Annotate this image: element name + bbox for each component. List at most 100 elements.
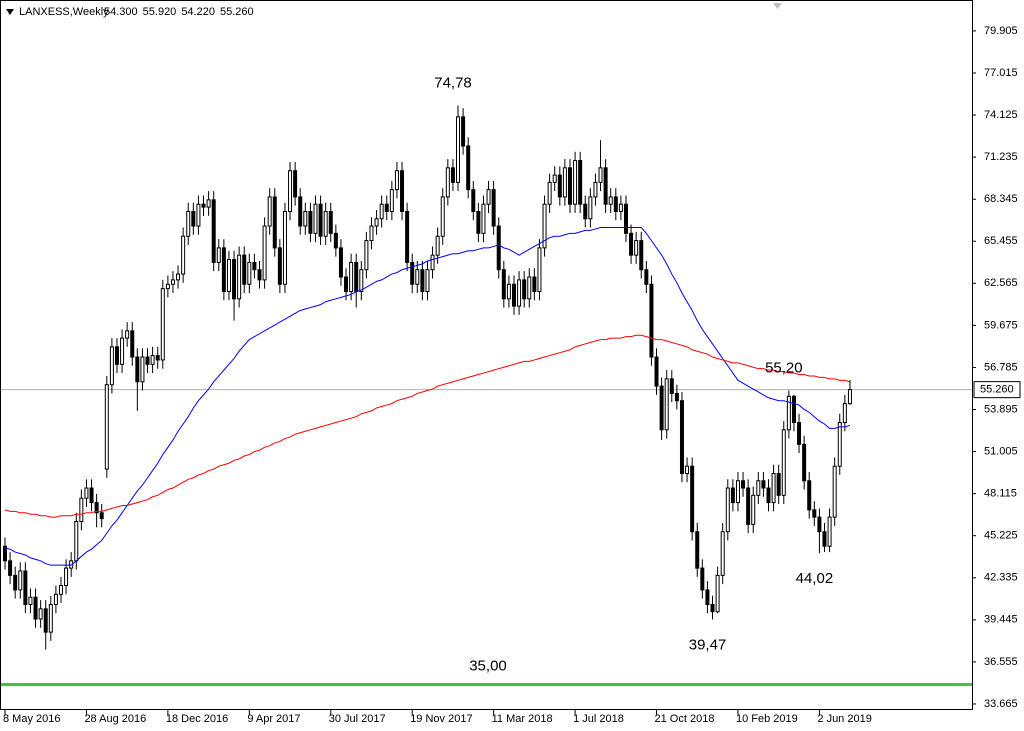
y-tick-label: 79.905 [984,25,1018,37]
candle-body [425,269,430,293]
candle-body [552,174,557,183]
candle-body [53,593,58,605]
candle-body [349,261,354,293]
candle-body [842,403,847,424]
price-annotation: 39,47 [689,636,727,653]
symbol: LANXESS,Weekly [19,6,109,18]
candle-body [38,608,43,620]
candle-body [557,174,562,198]
candle-body [603,167,608,205]
candle-body [766,487,771,504]
candle-body [756,480,761,496]
candle-body [247,261,252,285]
candle-body [114,346,119,365]
candle-body [359,269,364,293]
candle-body [613,196,618,212]
candle-body [104,384,109,470]
candle-body [578,160,583,205]
candle-body [797,422,802,445]
candle-body [99,512,104,520]
plot-frame [0,0,973,710]
candle-body [84,487,89,499]
candle-body [221,247,226,293]
x-tick-label: 8 May 2016 [3,713,60,725]
menu-arrow [6,9,14,15]
candle-body [741,480,746,489]
candle-body [293,170,298,198]
candle-body [23,570,28,605]
candle-body [649,283,654,358]
price-label: 55.260 [980,384,1014,396]
y-tick-label: 68.345 [984,193,1018,205]
header-value: 55.920 [143,6,177,18]
candle-body [644,269,649,285]
candle-body [415,269,420,285]
candle-body [364,240,369,271]
candle-body [252,261,257,271]
candle-body [496,225,501,271]
candle-body [822,531,827,547]
candle-body [639,240,644,271]
candle-body [522,279,527,300]
candle-body [155,355,160,361]
candle-body [410,261,415,285]
candle-body [664,378,669,431]
candle-body [466,145,471,191]
candle-body [776,472,781,496]
level-label: 35,00 [469,657,507,674]
price-label-box [973,381,1021,399]
candle-body [272,196,277,249]
candle-body [13,574,18,591]
candle-body [837,422,842,467]
candle-body [791,395,796,424]
x-tick-label: 18 Dec 2016 [166,713,228,725]
candle-body [486,189,491,205]
x-tick-label: 9 Apr 2017 [247,713,300,725]
candle-body [201,203,206,208]
x-tick-label: 19 Nov 2017 [410,713,472,725]
candle-body [730,487,735,504]
header-value: 54.300 [104,6,138,18]
candle-body [313,203,318,234]
candle-body [608,196,613,205]
candle-body [598,167,603,183]
candle-body [771,472,776,504]
candle-body [832,465,837,518]
candle-body [3,545,7,562]
y-tick-label: 51.005 [984,445,1018,457]
x-tick-label: 10 Feb 2019 [736,713,798,725]
candle-body [827,516,832,547]
candle-body [28,596,33,605]
candle-body [318,203,323,237]
candle-body [308,210,313,234]
shift-marker [773,3,782,9]
x-tick-label: 21 Oct 2018 [655,713,715,725]
candle-body [456,116,461,183]
candle-body [812,509,817,518]
candle-body [109,346,114,386]
candle-body [725,487,730,533]
candle-body [593,181,598,198]
y-tick-label: 65.455 [984,235,1018,247]
candle-body [211,199,216,263]
candle-body [567,167,572,205]
y-tick-label: 71.235 [984,151,1018,163]
candle-body [33,596,38,620]
candle-body [746,487,751,525]
candle-body [344,276,349,293]
candle-body [807,480,812,511]
candle-body [338,247,343,278]
candle-body [89,487,94,504]
candle-body [430,254,435,271]
candle-body [232,259,237,300]
candle-body [181,235,186,275]
candle-body [186,210,191,237]
candle-body [135,356,140,383]
y-tick-label: 33.665 [984,698,1018,710]
candle-body [58,585,63,595]
candle-body [400,170,405,212]
candle-body [629,232,634,256]
candle-body [43,608,48,633]
header-value: 55.260 [220,6,254,18]
y-tick-label: 36.555 [984,656,1018,668]
